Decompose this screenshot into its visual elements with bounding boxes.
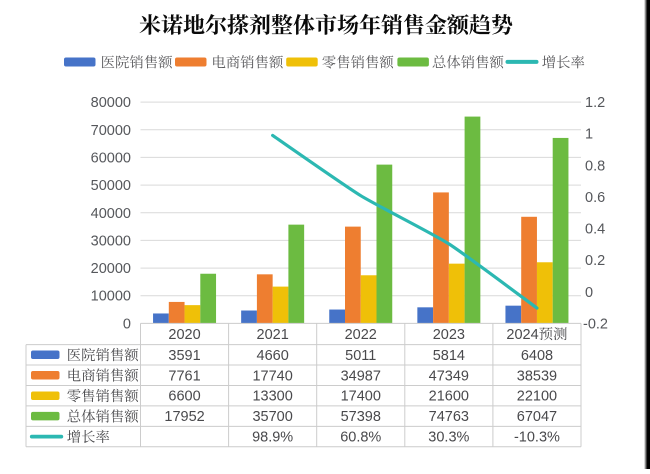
svg-text:30000: 30000 [91, 233, 131, 249]
svg-text:17400: 17400 [341, 389, 381, 405]
svg-text:74763: 74763 [429, 409, 469, 425]
svg-text:17740: 17740 [252, 368, 292, 384]
svg-text:47349: 47349 [429, 368, 469, 384]
svg-text:60.8%: 60.8% [340, 430, 381, 446]
svg-text:30.3%: 30.3% [428, 430, 469, 446]
svg-text:60000: 60000 [91, 150, 131, 166]
svg-text:1.2: 1.2 [585, 95, 605, 111]
svg-text:80000: 80000 [91, 95, 131, 111]
svg-text:70000: 70000 [91, 123, 131, 139]
svg-text:10000: 10000 [91, 289, 131, 305]
svg-text:5011: 5011 [345, 348, 376, 364]
svg-text:34987: 34987 [341, 368, 381, 384]
svg-text:57398: 57398 [341, 409, 381, 425]
svg-text:0.8: 0.8 [585, 158, 605, 174]
svg-text:35700: 35700 [252, 409, 292, 425]
svg-text:7761: 7761 [168, 368, 200, 384]
svg-text:50000: 50000 [91, 178, 131, 194]
svg-text:2023: 2023 [433, 327, 465, 343]
svg-text:-10.3%: -10.3% [514, 430, 560, 446]
svg-text:0.2: 0.2 [585, 253, 605, 269]
svg-text:0.4: 0.4 [585, 222, 605, 238]
svg-text:22100: 22100 [517, 389, 557, 405]
svg-text:3591: 3591 [168, 348, 200, 364]
svg-text:2020: 2020 [168, 327, 200, 343]
svg-text:38539: 38539 [517, 368, 557, 384]
svg-text:4660: 4660 [257, 348, 289, 364]
svg-text:5814: 5814 [433, 348, 465, 364]
svg-text:1: 1 [585, 127, 593, 143]
svg-text:40000: 40000 [91, 206, 131, 222]
svg-text:98.9%: 98.9% [252, 430, 293, 446]
svg-text:6408: 6408 [521, 348, 553, 364]
svg-text:0.6: 0.6 [585, 190, 605, 206]
svg-text:-0.2: -0.2 [583, 316, 608, 332]
svg-text:2021: 2021 [257, 327, 289, 343]
svg-text:2022: 2022 [345, 327, 377, 343]
svg-text:67047: 67047 [517, 409, 557, 425]
svg-text:17952: 17952 [164, 409, 204, 425]
svg-text:6600: 6600 [168, 389, 200, 405]
svg-text:13300: 13300 [252, 389, 292, 405]
svg-text:20000: 20000 [91, 261, 131, 277]
svg-text:0: 0 [585, 285, 593, 301]
svg-text:21600: 21600 [429, 389, 469, 405]
svg-text:2024: 2024 [506, 327, 538, 343]
svg-text:0: 0 [123, 316, 131, 332]
